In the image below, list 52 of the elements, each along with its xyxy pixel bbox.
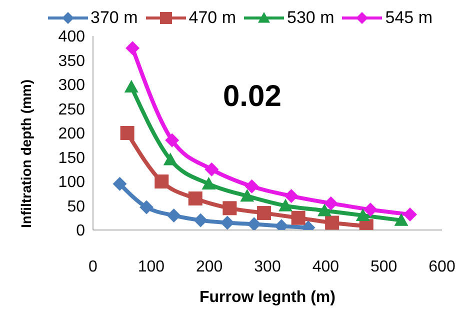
point — [140, 200, 154, 214]
y-tick-label: 300 — [58, 77, 86, 94]
y-tick-label: 100 — [58, 174, 86, 192]
x-tick-label: 600 — [428, 258, 456, 276]
point — [403, 207, 418, 222]
point — [124, 80, 138, 93]
x-tick-label: 0 — [88, 258, 98, 276]
point — [257, 206, 272, 220]
point — [112, 176, 127, 191]
x-tick-label: 500 — [370, 258, 398, 276]
x-axis-title: Furrow legnth (m) — [200, 289, 336, 306]
point — [126, 41, 140, 56]
point — [202, 176, 216, 190]
annotation: 0.02 — [223, 80, 282, 114]
point — [194, 213, 208, 228]
point — [220, 216, 234, 230]
y-tick-label: 50 — [67, 198, 86, 216]
point — [166, 208, 181, 222]
x-tick-label: 200 — [196, 258, 223, 276]
legend-label: 370 m — [90, 8, 138, 28]
point — [325, 216, 340, 230]
point — [154, 174, 169, 188]
legend-label: 470 m — [188, 8, 236, 28]
y-tick-label: 400 — [58, 28, 86, 46]
x-tick-label: 100 — [138, 258, 165, 276]
point — [284, 189, 298, 204]
point — [278, 198, 293, 212]
point — [324, 196, 338, 210]
point — [188, 191, 202, 206]
point — [244, 179, 259, 194]
point — [291, 210, 306, 225]
y-tick-label: 0 — [76, 222, 86, 240]
point — [318, 204, 332, 216]
x-tick-label: 400 — [312, 258, 340, 276]
point — [240, 189, 254, 202]
legend-label: 545 m — [385, 8, 432, 28]
y-tick-label: 250 — [58, 101, 86, 118]
point — [394, 213, 408, 226]
point — [163, 152, 178, 166]
point — [165, 133, 180, 148]
legend-label: 530 m — [287, 8, 334, 28]
y-axis-title: Infiltration depth (mm) — [18, 79, 34, 228]
point — [222, 201, 237, 216]
point — [356, 208, 370, 222]
x-tick-label: 300 — [254, 258, 281, 276]
y-tick-label: 200 — [58, 126, 86, 143]
point — [204, 162, 219, 176]
y-tick-label: 150 — [58, 150, 86, 167]
point — [247, 217, 262, 230]
point — [363, 202, 378, 217]
y-tick-label: 350 — [58, 52, 86, 70]
point — [120, 126, 134, 140]
